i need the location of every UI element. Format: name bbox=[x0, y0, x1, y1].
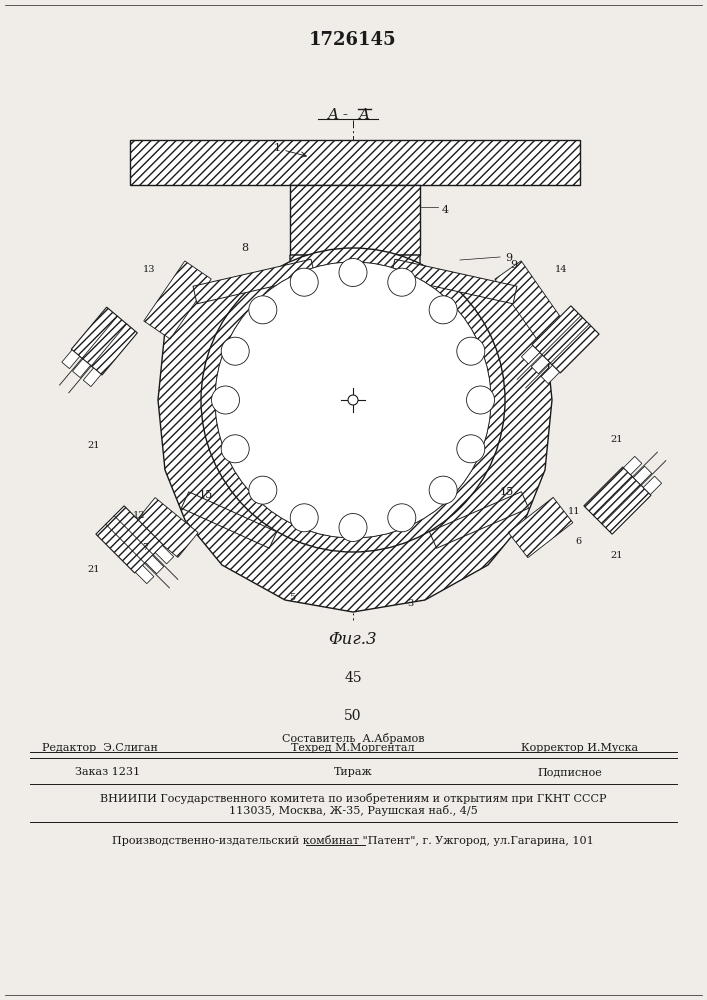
Polygon shape bbox=[73, 359, 90, 378]
Text: Тираж: Тираж bbox=[334, 767, 373, 777]
Polygon shape bbox=[643, 476, 662, 495]
Text: Подписное: Подписное bbox=[537, 767, 602, 777]
Text: 45: 45 bbox=[344, 671, 362, 685]
Polygon shape bbox=[521, 345, 539, 364]
Polygon shape bbox=[531, 355, 549, 374]
Polygon shape bbox=[96, 506, 163, 573]
Circle shape bbox=[215, 262, 491, 538]
Circle shape bbox=[339, 514, 367, 542]
Circle shape bbox=[244, 291, 462, 509]
Polygon shape bbox=[135, 498, 198, 557]
Polygon shape bbox=[144, 261, 211, 339]
Text: 14: 14 bbox=[555, 265, 568, 274]
Text: Составитель  А.Абрамов: Составитель А.Абрамов bbox=[282, 732, 424, 744]
Text: 1: 1 bbox=[274, 143, 281, 153]
Circle shape bbox=[258, 305, 448, 495]
Polygon shape bbox=[624, 456, 642, 475]
Text: 15: 15 bbox=[199, 490, 213, 500]
Polygon shape bbox=[136, 565, 154, 584]
Circle shape bbox=[429, 476, 457, 504]
Polygon shape bbox=[181, 492, 276, 548]
Text: 21: 21 bbox=[88, 566, 100, 574]
Text: Редактор  Э.Слиган: Редактор Э.Слиган bbox=[42, 743, 158, 753]
Circle shape bbox=[258, 305, 448, 495]
Polygon shape bbox=[62, 350, 80, 369]
Polygon shape bbox=[508, 497, 573, 558]
Circle shape bbox=[290, 268, 318, 296]
Text: 13: 13 bbox=[143, 265, 155, 274]
Text: 50: 50 bbox=[344, 709, 362, 723]
Polygon shape bbox=[495, 261, 563, 339]
Text: Производственно-издательский комбинат "Патент", г. Ужгород, ул.Гагарина, 101: Производственно-издательский комбинат "П… bbox=[112, 834, 594, 846]
Circle shape bbox=[211, 386, 240, 414]
Text: Корректор И.Муска: Корректор И.Муска bbox=[522, 743, 638, 753]
Text: 5: 5 bbox=[289, 593, 295, 602]
Text: 113035, Москва, Ж-35, Раушская наб., 4/5: 113035, Москва, Ж-35, Раушская наб., 4/5 bbox=[228, 804, 477, 816]
Polygon shape bbox=[633, 466, 652, 485]
Text: 9: 9 bbox=[505, 253, 512, 263]
Text: 1726145: 1726145 bbox=[309, 31, 397, 49]
Circle shape bbox=[467, 386, 494, 414]
Text: A: A bbox=[358, 108, 369, 122]
Polygon shape bbox=[391, 259, 517, 304]
Circle shape bbox=[388, 268, 416, 296]
Text: 4: 4 bbox=[442, 205, 449, 215]
Polygon shape bbox=[584, 467, 651, 534]
Circle shape bbox=[388, 504, 416, 532]
Polygon shape bbox=[193, 259, 315, 304]
Polygon shape bbox=[158, 255, 552, 612]
Polygon shape bbox=[146, 555, 164, 574]
Polygon shape bbox=[290, 185, 420, 255]
Polygon shape bbox=[156, 545, 174, 564]
Text: Заказ 1231: Заказ 1231 bbox=[75, 767, 140, 777]
Circle shape bbox=[339, 258, 367, 286]
Circle shape bbox=[249, 476, 277, 504]
Text: 9: 9 bbox=[510, 260, 517, 270]
Text: 11: 11 bbox=[568, 508, 580, 516]
Polygon shape bbox=[130, 140, 580, 185]
Text: 21: 21 bbox=[610, 550, 622, 560]
Polygon shape bbox=[429, 492, 529, 548]
Text: 12: 12 bbox=[132, 510, 145, 520]
Text: 7: 7 bbox=[141, 544, 148, 552]
Text: 6: 6 bbox=[575, 538, 581, 546]
Polygon shape bbox=[71, 307, 137, 375]
Circle shape bbox=[457, 435, 485, 463]
Text: 3: 3 bbox=[407, 599, 413, 608]
Circle shape bbox=[215, 262, 491, 538]
Circle shape bbox=[348, 395, 358, 405]
Circle shape bbox=[290, 504, 318, 532]
Text: ВНИИПИ Государственного комитета по изобретениям и открытиям при ГКНТ СССР: ВНИИПИ Государственного комитета по изоб… bbox=[100, 792, 606, 804]
Circle shape bbox=[249, 296, 277, 324]
Circle shape bbox=[457, 337, 485, 365]
Circle shape bbox=[259, 306, 447, 494]
Text: 21: 21 bbox=[610, 436, 622, 444]
Polygon shape bbox=[532, 306, 599, 373]
Circle shape bbox=[201, 248, 505, 552]
Circle shape bbox=[244, 291, 462, 509]
Circle shape bbox=[221, 435, 249, 463]
Polygon shape bbox=[541, 365, 559, 384]
Text: Техред М.Моргентал: Техред М.Моргентал bbox=[291, 743, 415, 753]
Text: 8: 8 bbox=[241, 243, 248, 253]
Polygon shape bbox=[83, 368, 101, 387]
Text: 15: 15 bbox=[500, 487, 514, 497]
Circle shape bbox=[429, 296, 457, 324]
Text: Φиг.3: Φиг.3 bbox=[329, 632, 378, 648]
Text: 21: 21 bbox=[88, 440, 100, 450]
Circle shape bbox=[221, 337, 249, 365]
Text: A -: A - bbox=[327, 108, 353, 122]
